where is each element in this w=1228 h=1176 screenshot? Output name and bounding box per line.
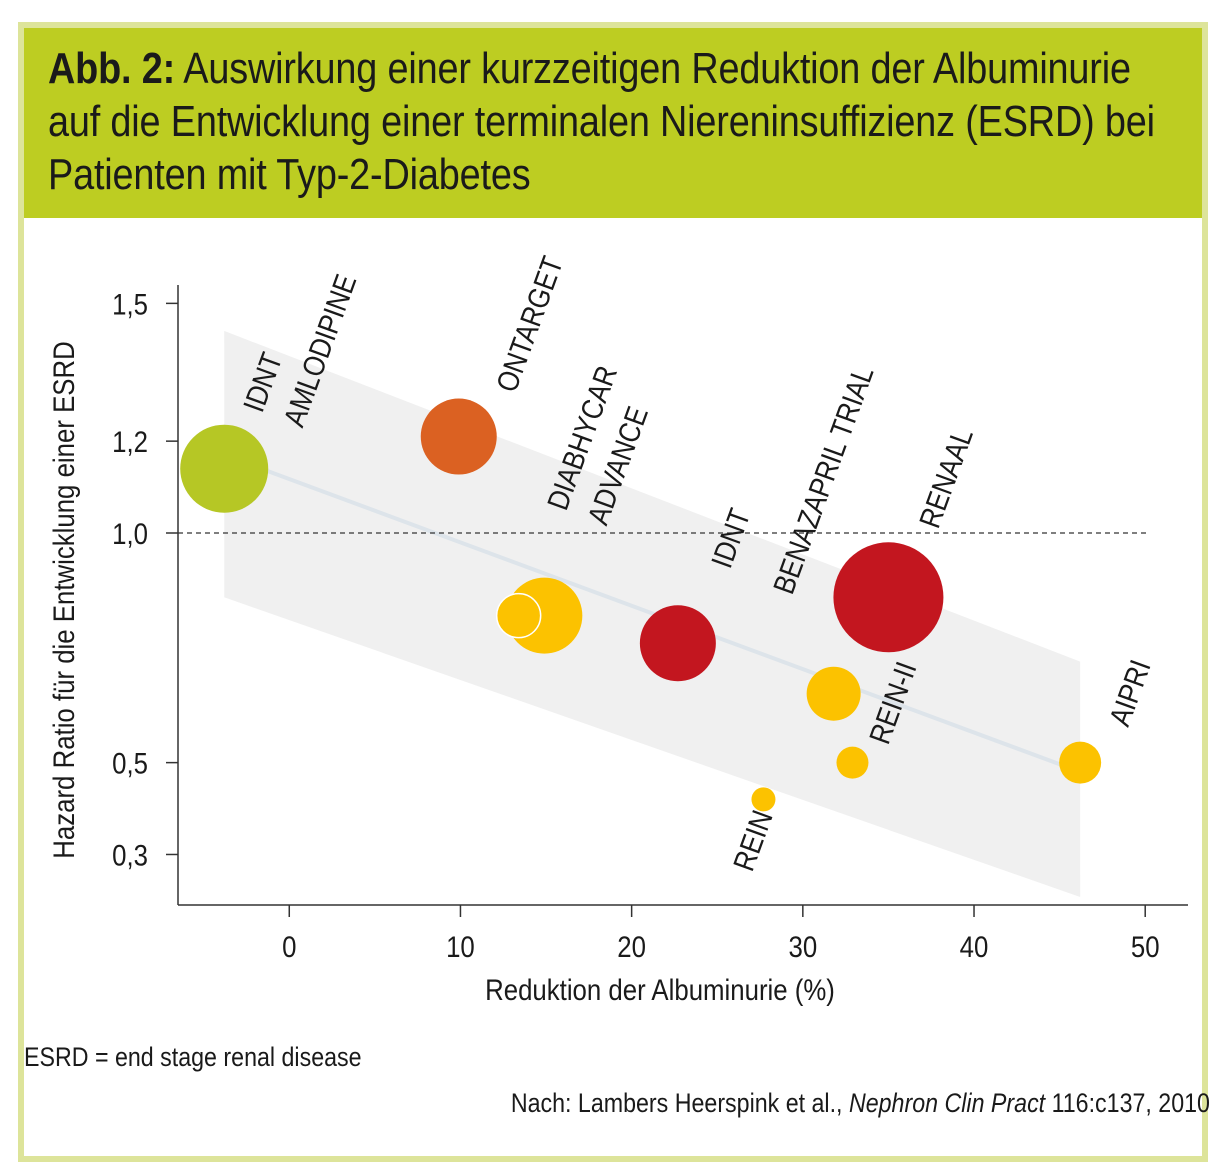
bubble-7 [836, 746, 869, 779]
bubble-label-7: REIN [727, 806, 779, 875]
trend-line [223, 453, 1081, 774]
bubble-1 [420, 398, 497, 475]
bubble-label-5: RENAAL [913, 424, 980, 532]
bubble-label-7-line1: REIN [727, 806, 779, 875]
source-prefix: Nach: Lambers Heerspink et al., [510, 1088, 849, 1118]
x-tick-label-50: 50 [1131, 930, 1160, 963]
x-tick-label-20: 20 [617, 930, 646, 963]
bubble-3 [495, 592, 542, 639]
footnote: ESRD = end stage renal disease [24, 1042, 362, 1072]
bubble-label-1-line1: ONTARGET [490, 252, 570, 396]
x-tick-label-40: 40 [960, 930, 989, 963]
figure-number: Abb. 2: [48, 44, 176, 93]
bubble-4 [639, 605, 716, 682]
axes-layer: 0 10 20 30 40 50 0,3 0,5 1,0 1,2 1,5 Reduktion der … [47, 285, 1188, 1006]
y-axis-title: Hazard Ratio für die Entwicklung einer E… [47, 341, 80, 858]
y-tick-label-1: 0,5 [112, 747, 148, 780]
bubble-5 [806, 666, 861, 721]
bubble-label-5-line1: RENAAL [913, 424, 980, 532]
source-suffix: 116:c137, 2010 [1045, 1088, 1210, 1118]
bubble-9 [1059, 741, 1102, 784]
bubble-6 [833, 542, 944, 653]
y-tick-label-3: 1,2 [112, 425, 148, 458]
bubble-label-8-line1: AIPRI [1103, 656, 1157, 731]
y-tick-label-0: 0,3 [112, 839, 148, 872]
x-tick-label-10: 10 [446, 930, 475, 963]
x-tick-label-30: 30 [788, 930, 817, 963]
x-tick-label-0: 0 [282, 930, 296, 963]
x-axis-title: Reduktion der Albuminurie (%) [485, 973, 835, 1006]
bubble-label-8: AIPRI [1103, 656, 1157, 731]
y-tick-label-2: 1,0 [112, 517, 148, 550]
source-journal: Nephron Clin Pract [848, 1088, 1046, 1118]
source-citation: Nach: Lambers Heerspink et al., Nephron … [511, 1088, 1210, 1119]
figure-frame: Abb. 2: Auswirkung einer kurzzeitigen Re… [18, 22, 1208, 1162]
figure-title-text: Auswirkung einer kurzzeitigen Reduktion … [48, 44, 1155, 199]
figure-title: Abb. 2: Auswirkung einer kurzzeitigen Re… [48, 42, 1192, 201]
bubble-label-1: ONTARGET [490, 252, 570, 396]
bubble-0 [180, 424, 269, 513]
y-tick-label-4: 1,5 [112, 288, 148, 321]
bubble-8 [751, 787, 776, 812]
figure-header: Abb. 2: Auswirkung einer kurzzeitigen Re… [24, 28, 1202, 218]
points-layer [180, 398, 1102, 812]
